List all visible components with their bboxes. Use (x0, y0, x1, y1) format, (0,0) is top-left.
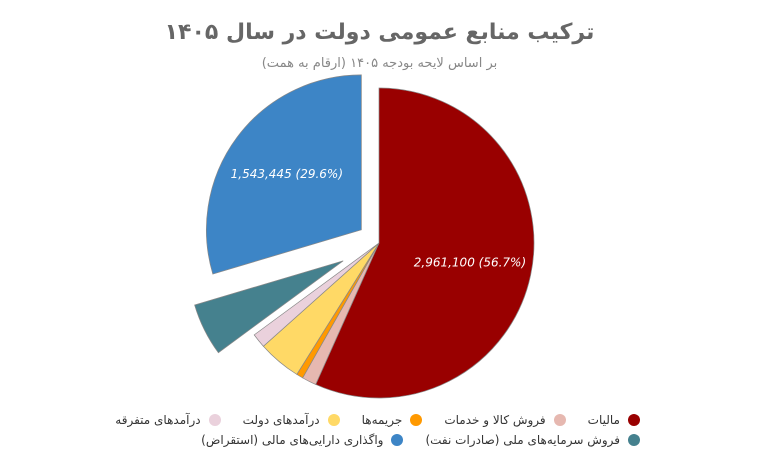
legend-item[interactable]: درآمدهای متفرقه (115, 413, 221, 427)
data-label: 1,543,445 (29.6%) (231, 167, 343, 181)
chart-subtitle: بر اساس لایحه بودجه ۱۴۰۵ (ارقام به همت) (261, 56, 498, 71)
legend-row-1: مالیات فروش کالا و خدمات جریمه‌ها درآمده… (115, 413, 640, 427)
legend-item[interactable]: واگذاری دارایی‌های مالی (استقراض) (201, 433, 404, 447)
data-label: 2,961,100 (56.7%) (414, 255, 526, 269)
chart-title: ترکیب منابع عمومی دولت در سال ۱۴۰۵ (164, 20, 595, 45)
pie-slice[interactable] (206, 74, 362, 275)
legend-item[interactable]: جریمه‌ها (362, 413, 423, 427)
legend-item[interactable]: فروش سرمایه‌های ملی (صادرات نفت) (425, 433, 640, 447)
pie-slice[interactable] (194, 260, 344, 354)
legend-item[interactable]: مالیات (588, 413, 640, 427)
pie-slice[interactable] (253, 242, 380, 347)
legend-row-2: فروش سرمایه‌های ملی (صادرات نفت) واگذاری… (120, 433, 640, 447)
legend-item[interactable]: درآمدهای دولت (243, 413, 340, 427)
pie-slice[interactable] (315, 87, 535, 399)
legend-item[interactable]: فروش کالا و خدمات (444, 413, 566, 427)
